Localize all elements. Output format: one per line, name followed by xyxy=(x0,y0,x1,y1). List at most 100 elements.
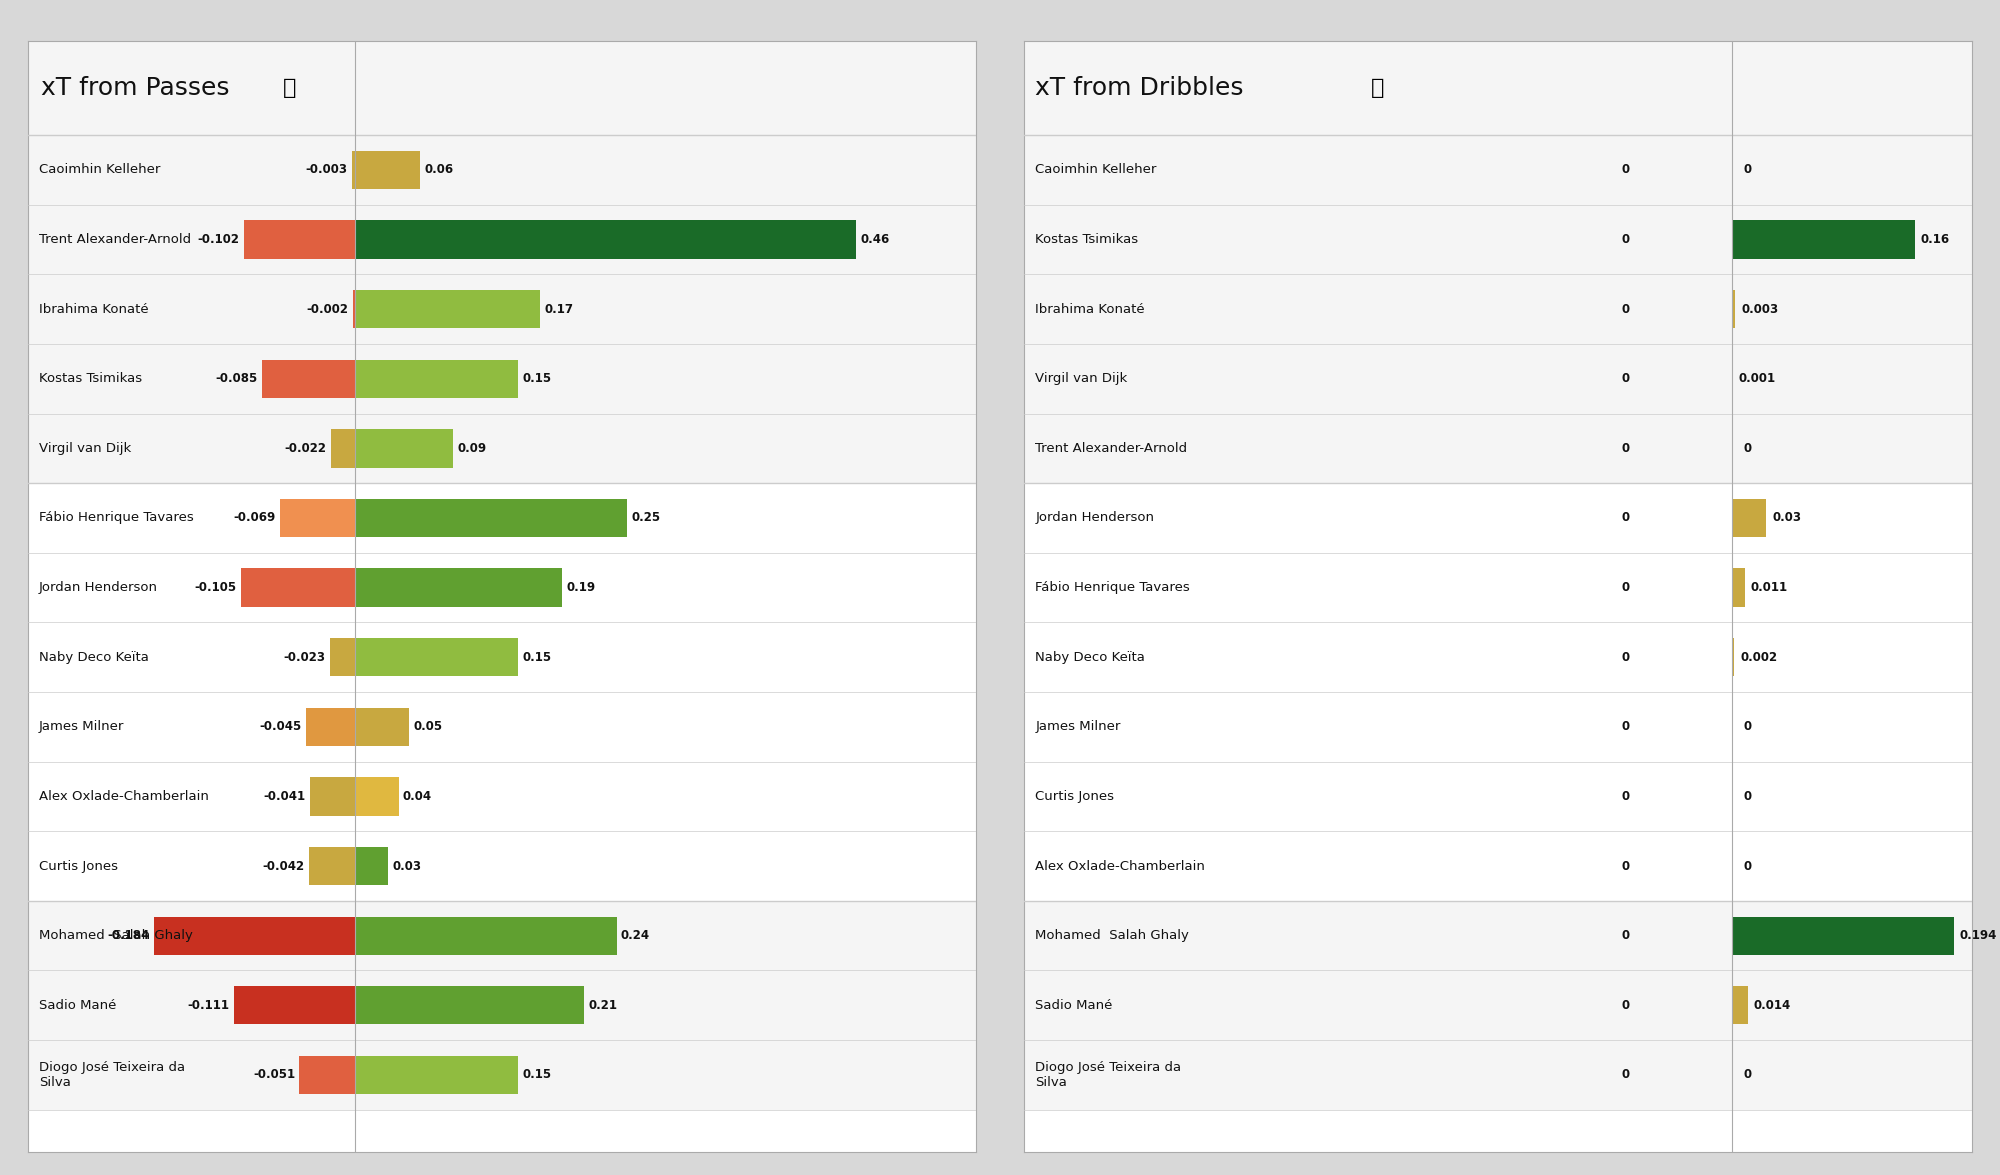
Text: -0.022: -0.022 xyxy=(284,442,326,455)
Text: 0.06: 0.06 xyxy=(424,163,454,176)
Text: Kostas Tsimikas: Kostas Tsimikas xyxy=(1036,233,1138,246)
Bar xyxy=(354,1056,518,1094)
Text: 0.194: 0.194 xyxy=(1960,929,1996,942)
Text: Sadio Mané: Sadio Mané xyxy=(38,999,116,1012)
Text: Trent Alexander-Arnold: Trent Alexander-Arnold xyxy=(38,233,192,246)
Bar xyxy=(354,221,856,258)
Text: 0: 0 xyxy=(1622,720,1630,733)
Text: 0: 0 xyxy=(1744,720,1752,733)
Bar xyxy=(1024,483,1972,901)
Text: 0.15: 0.15 xyxy=(522,372,552,385)
Text: -0.105: -0.105 xyxy=(194,582,236,595)
Text: -0.002: -0.002 xyxy=(306,303,348,316)
Text: -0.085: -0.085 xyxy=(216,372,258,385)
Text: Naby Deco Keïta: Naby Deco Keïta xyxy=(1036,651,1146,664)
Bar xyxy=(354,499,628,537)
Bar xyxy=(354,429,454,468)
Text: James Milner: James Milner xyxy=(1036,720,1120,733)
Text: 0: 0 xyxy=(1622,860,1630,873)
Text: 0.15: 0.15 xyxy=(522,1068,552,1081)
Text: -0.051: -0.051 xyxy=(252,1068,296,1081)
Text: 0.24: 0.24 xyxy=(620,929,650,942)
Bar xyxy=(354,290,540,328)
Text: 0.03: 0.03 xyxy=(392,860,422,873)
Text: 0.09: 0.09 xyxy=(458,442,486,455)
Text: ⚽: ⚽ xyxy=(1372,78,1384,98)
Bar xyxy=(310,778,354,815)
Text: Trent Alexander-Arnold: Trent Alexander-Arnold xyxy=(1036,442,1188,455)
Text: 0: 0 xyxy=(1744,1068,1752,1081)
Text: Diogo José Teixeira da
Silva: Diogo José Teixeira da Silva xyxy=(38,1061,186,1089)
Text: 0: 0 xyxy=(1622,442,1630,455)
Text: Fábio Henrique Tavares: Fábio Henrique Tavares xyxy=(38,511,194,524)
Text: 0.16: 0.16 xyxy=(1920,233,1950,246)
Text: Ibrahima Konaté: Ibrahima Konaté xyxy=(1036,303,1144,316)
Text: Curtis Jones: Curtis Jones xyxy=(38,860,118,873)
Bar xyxy=(280,499,354,537)
Text: ⚽: ⚽ xyxy=(282,78,296,98)
Text: 0: 0 xyxy=(1622,1068,1630,1081)
Bar xyxy=(352,290,354,328)
Text: -0.041: -0.041 xyxy=(264,790,306,803)
Text: 0: 0 xyxy=(1622,233,1630,246)
Text: 0.002: 0.002 xyxy=(1740,651,1778,664)
Bar xyxy=(306,707,354,746)
Text: 0: 0 xyxy=(1622,163,1630,176)
Text: 0: 0 xyxy=(1622,929,1630,942)
Text: Curtis Jones: Curtis Jones xyxy=(1036,790,1114,803)
Text: Kostas Tsimikas: Kostas Tsimikas xyxy=(38,372,142,385)
Bar xyxy=(28,483,976,901)
Bar xyxy=(1732,638,1734,677)
Text: -0.003: -0.003 xyxy=(306,163,348,176)
Text: 0: 0 xyxy=(1744,163,1752,176)
Bar xyxy=(354,150,420,189)
Text: xT from Passes: xT from Passes xyxy=(42,75,230,100)
Text: 0.003: 0.003 xyxy=(1742,303,1778,316)
Bar xyxy=(244,221,354,258)
Text: 0: 0 xyxy=(1622,651,1630,664)
Text: Jordan Henderson: Jordan Henderson xyxy=(38,582,158,595)
Text: Caoimhin Kelleher: Caoimhin Kelleher xyxy=(1036,163,1156,176)
Bar xyxy=(354,986,584,1025)
Text: 0: 0 xyxy=(1744,442,1752,455)
Text: Mohamed  Salah Ghaly: Mohamed Salah Ghaly xyxy=(1036,929,1190,942)
Text: -0.045: -0.045 xyxy=(260,720,302,733)
Bar xyxy=(1732,916,1954,955)
Text: -0.184: -0.184 xyxy=(108,929,150,942)
Text: -0.042: -0.042 xyxy=(262,860,304,873)
Bar xyxy=(1732,569,1744,606)
Text: 0.014: 0.014 xyxy=(1754,999,1792,1012)
Text: 0: 0 xyxy=(1622,372,1630,385)
Bar xyxy=(28,901,976,1109)
Bar xyxy=(354,707,410,746)
Text: 0.19: 0.19 xyxy=(566,582,596,595)
Bar xyxy=(354,847,388,885)
Bar xyxy=(330,638,354,677)
Bar xyxy=(354,638,518,677)
Text: Naby Deco Keïta: Naby Deco Keïta xyxy=(38,651,148,664)
Bar xyxy=(1024,41,1972,135)
Bar xyxy=(1732,290,1736,328)
Bar xyxy=(332,429,354,468)
Bar xyxy=(28,135,976,483)
Text: Mohamed  Salah Ghaly: Mohamed Salah Ghaly xyxy=(38,929,192,942)
Bar xyxy=(1732,221,1914,258)
Text: 0.21: 0.21 xyxy=(588,999,618,1012)
Text: Diogo José Teixeira da
Silva: Diogo José Teixeira da Silva xyxy=(1036,1061,1182,1089)
Text: Fábio Henrique Tavares: Fábio Henrique Tavares xyxy=(1036,582,1190,595)
Text: Jordan Henderson: Jordan Henderson xyxy=(1036,511,1154,524)
Bar xyxy=(1024,135,1972,483)
Bar xyxy=(352,150,354,189)
Bar xyxy=(154,916,354,955)
Text: 0: 0 xyxy=(1622,999,1630,1012)
Text: -0.069: -0.069 xyxy=(234,511,276,524)
Text: 0.05: 0.05 xyxy=(414,720,442,733)
Text: James Milner: James Milner xyxy=(38,720,124,733)
Bar xyxy=(354,569,562,606)
Text: Sadio Mané: Sadio Mané xyxy=(1036,999,1112,1012)
Bar xyxy=(234,986,354,1025)
Text: Virgil van Dijk: Virgil van Dijk xyxy=(38,442,132,455)
Text: 0: 0 xyxy=(1622,582,1630,595)
Text: -0.102: -0.102 xyxy=(198,233,240,246)
Text: 0.011: 0.011 xyxy=(1750,582,1788,595)
